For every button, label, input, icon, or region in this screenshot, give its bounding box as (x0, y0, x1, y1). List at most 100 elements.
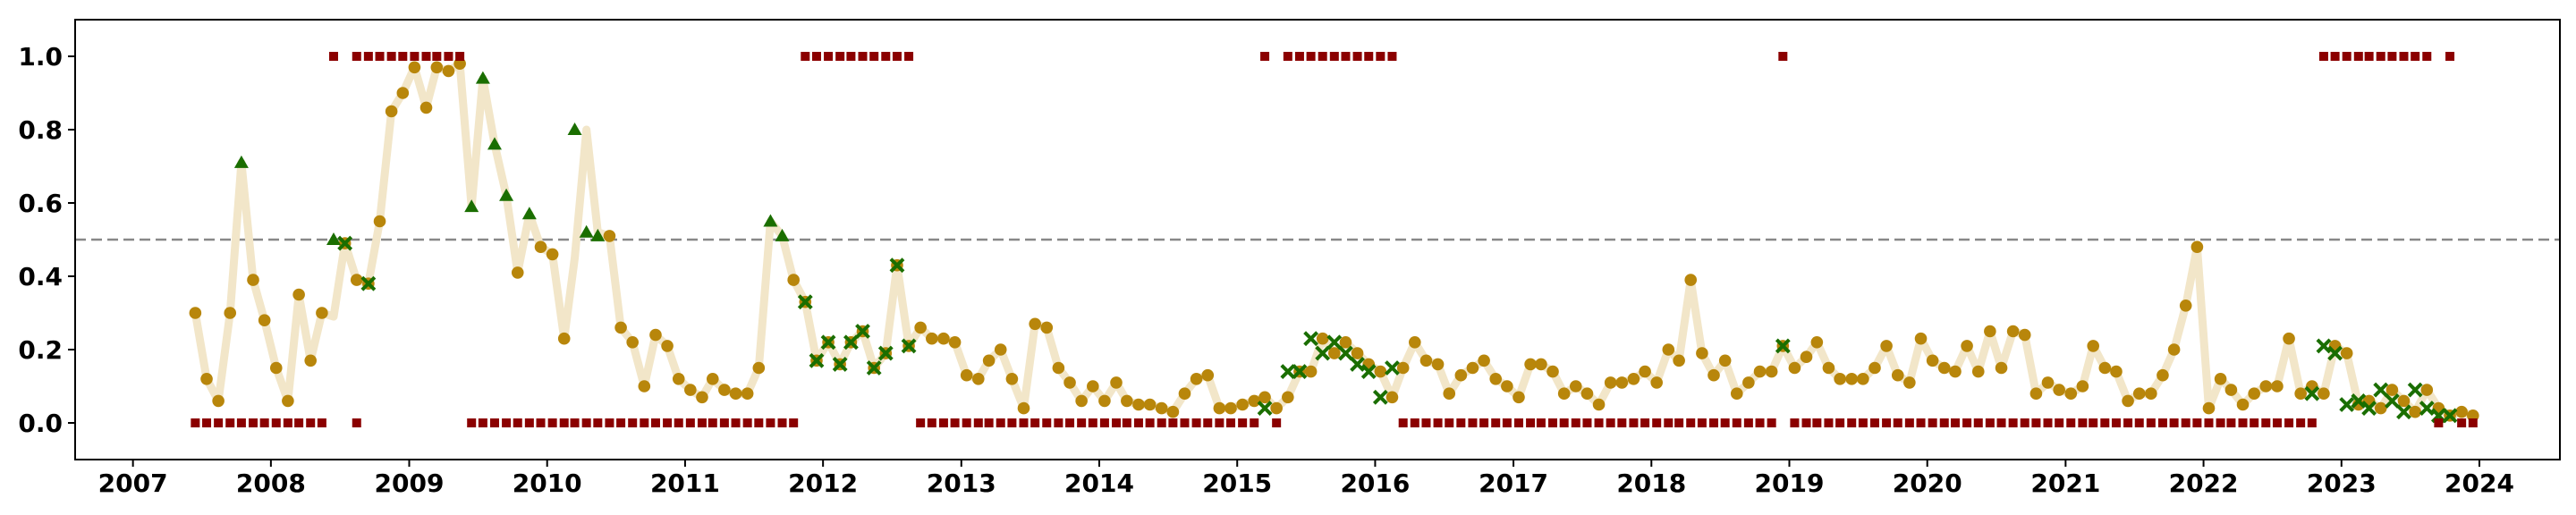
data-point-circle (1627, 373, 1640, 385)
data-point-square (2468, 418, 2478, 427)
data-point-square (570, 418, 580, 427)
data-point-square (1559, 418, 1569, 427)
data-point-square (1939, 418, 1949, 427)
data-point-square (1410, 418, 1419, 427)
data-point-circle (1248, 394, 1261, 408)
data-point-square (2330, 52, 2340, 61)
data-point-cross (2316, 338, 2332, 354)
data-point-square (1858, 418, 1868, 427)
x-tick-label: 2007 (98, 469, 168, 498)
data-point-square (2216, 418, 2225, 427)
data-point-square (2008, 418, 2018, 427)
data-point-cross (1326, 334, 1343, 350)
x-tick-label: 2008 (236, 469, 306, 498)
data-point-square (294, 418, 304, 427)
data-point-cross (797, 294, 813, 310)
x-tick-label: 2015 (1202, 469, 1272, 498)
data-point-circle (1535, 358, 1547, 371)
data-point-circle (1466, 361, 1479, 375)
data-point-cross (1360, 364, 1377, 380)
data-point-circle (1765, 365, 1778, 378)
data-point-circle (729, 387, 742, 401)
data-point-square (811, 52, 821, 61)
data-point-square (1133, 418, 1143, 427)
data-point-square (283, 418, 292, 427)
data-point-square (455, 52, 465, 61)
data-point-circle (603, 230, 616, 242)
axis-layer: 0.0 0.2 0.4 0.6 0.8 1.0 2007 2008 2009 2010 2011 20… (18, 42, 2514, 498)
data-point-cross (2339, 397, 2355, 412)
data-point-square (754, 418, 764, 427)
data-point-circle (247, 274, 259, 286)
data-point-square (1835, 418, 1845, 427)
data-point-cross (2327, 345, 2343, 361)
data-point-circle (661, 340, 674, 352)
data-point-square (317, 418, 326, 427)
data-point-circle (1201, 368, 1215, 382)
data-point-cross (1257, 401, 1273, 417)
data-point-circle (1236, 398, 1249, 411)
data-point-circle (1753, 365, 1767, 378)
data-point-circle (718, 384, 731, 396)
data-point-triangle (499, 188, 514, 201)
data-point-circle (1190, 373, 1203, 385)
data-point-circle (1673, 354, 1685, 367)
data-point-square (2434, 418, 2444, 427)
data-point-circle (1984, 325, 1996, 338)
data-point-circle (2006, 325, 2020, 338)
data-point-square (1869, 418, 1879, 427)
data-point-circle (396, 87, 410, 99)
data-point-square (869, 52, 879, 61)
data-point-cross (1350, 356, 1365, 372)
data-point-square (478, 418, 487, 427)
data-point-square (962, 418, 971, 427)
data-point-square (1007, 418, 1017, 427)
data-point-triangle (763, 214, 778, 227)
data-point-square (1686, 418, 1696, 427)
data-point-square (2055, 418, 2064, 427)
data-point-circle (1178, 387, 1191, 401)
marker-layer (189, 52, 2479, 427)
data-point-circle (2167, 343, 2181, 356)
y-tick-label: 1.0 (18, 42, 63, 72)
data-point-circle (292, 288, 305, 301)
data-point-square (2192, 418, 2202, 427)
data-point-square (467, 418, 477, 427)
data-point-square (225, 418, 235, 427)
data-point-square (1341, 52, 1351, 61)
data-point-circle (350, 274, 363, 286)
data-point-circle (1810, 336, 1824, 349)
y-tick-label: 0.2 (18, 335, 63, 365)
data-point-circle (914, 321, 927, 334)
data-point-circle (1328, 347, 1341, 359)
data-point-square (1318, 52, 1327, 61)
data-point-circle (1166, 405, 1180, 418)
data-point-square (1421, 418, 1431, 427)
y-tick-label: 0.0 (18, 409, 63, 438)
data-point-cross (2442, 408, 2458, 424)
data-point-circle (1489, 373, 1503, 385)
data-point-cross (843, 334, 859, 350)
x-tick-label: 2018 (1616, 469, 1686, 498)
data-point-square (1283, 52, 1292, 61)
data-point-triangle (775, 228, 790, 241)
data-point-square (249, 418, 258, 427)
data-point-square (2250, 418, 2259, 427)
data-point-circle (2179, 300, 2192, 312)
data-point-circle (1580, 387, 1594, 401)
data-point-circle (304, 354, 318, 367)
data-point-square (328, 52, 338, 61)
data-point-square (1582, 418, 1592, 427)
data-point-circle (2374, 401, 2387, 415)
data-point-square (1019, 418, 1029, 427)
data-point-cross (832, 356, 848, 372)
data-point-square (363, 52, 373, 61)
data-point-cross (901, 338, 917, 354)
data-point-square (640, 418, 649, 427)
data-point-square (1893, 418, 1902, 427)
data-point-cross (1292, 364, 1308, 380)
data-point-circle (1339, 336, 1352, 349)
data-point-square (1674, 418, 1684, 427)
data-point-circle (638, 380, 651, 393)
